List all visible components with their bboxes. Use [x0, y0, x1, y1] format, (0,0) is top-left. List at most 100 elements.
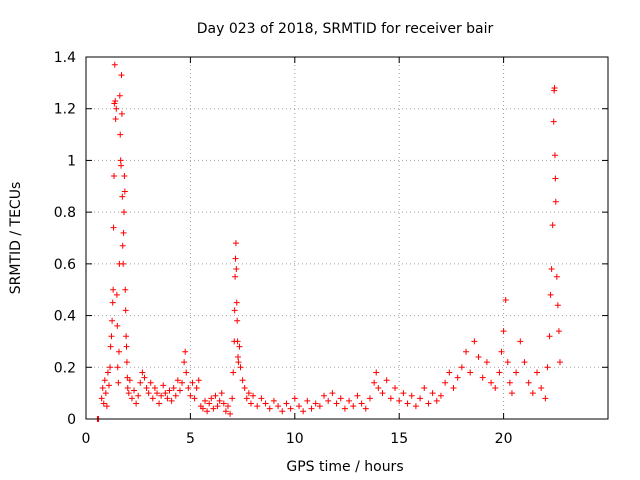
data-point	[279, 408, 286, 415]
data-point	[189, 379, 196, 386]
data-point	[229, 395, 236, 402]
x-axis-label: GPS time / hours	[286, 459, 403, 475]
data-point	[112, 97, 119, 104]
data-point	[222, 408, 229, 415]
data-point	[412, 403, 419, 410]
data-point	[235, 359, 242, 366]
data-point	[218, 390, 225, 397]
data-point	[500, 328, 507, 335]
data-point	[119, 242, 126, 249]
data-point	[216, 397, 223, 404]
data-point	[408, 392, 415, 399]
data-point	[227, 410, 234, 417]
data-point	[149, 395, 156, 402]
data-point	[498, 348, 505, 355]
x-tick-label: 15	[390, 431, 408, 447]
data-point	[471, 338, 478, 345]
data-point	[191, 395, 198, 402]
data-point	[243, 395, 250, 402]
data-point	[145, 390, 152, 397]
x-tick-label: 0	[82, 431, 91, 447]
data-point	[126, 377, 133, 384]
data-point	[102, 390, 109, 397]
data-point	[475, 353, 482, 360]
data-point	[400, 390, 407, 397]
data-point	[111, 100, 118, 107]
data-point	[371, 379, 378, 386]
data-point	[236, 343, 243, 350]
data-point	[124, 384, 131, 391]
data-point	[502, 297, 509, 304]
data-point	[139, 369, 146, 376]
data-point	[316, 403, 323, 410]
data-point	[333, 400, 340, 407]
data-point	[147, 379, 154, 386]
x-tick-label: 5	[186, 431, 195, 447]
data-point	[508, 390, 515, 397]
data-point	[120, 229, 127, 236]
data-point	[123, 333, 130, 340]
data-point	[143, 384, 150, 391]
data-point	[325, 397, 332, 404]
data-point	[552, 175, 559, 182]
data-point	[463, 348, 470, 355]
data-point	[125, 390, 132, 397]
data-point	[160, 382, 167, 389]
data-point	[300, 408, 307, 415]
chart-title: Day 023 of 2018, SRMTID for receiver bai…	[197, 21, 494, 37]
data-point	[341, 405, 348, 412]
data-point	[133, 400, 140, 407]
data-point	[234, 317, 241, 324]
data-point	[99, 384, 106, 391]
data-point	[123, 343, 130, 350]
data-point	[555, 328, 562, 335]
data-point	[164, 395, 171, 402]
data-point	[362, 405, 369, 412]
data-point	[554, 302, 561, 309]
data-point	[107, 364, 114, 371]
data-point	[442, 379, 449, 386]
data-point	[131, 387, 138, 394]
data-point	[308, 405, 315, 412]
data-point	[232, 255, 239, 262]
data-point	[199, 405, 206, 412]
data-point	[350, 403, 357, 410]
data-point	[202, 397, 209, 404]
data-point	[120, 260, 127, 267]
data-point	[114, 322, 121, 329]
data-point	[525, 379, 532, 386]
data-point	[417, 395, 424, 402]
data-point	[329, 390, 336, 397]
y-tick-label: 1	[67, 153, 76, 169]
data-point	[437, 392, 444, 399]
data-point	[206, 400, 213, 407]
data-point	[551, 85, 558, 92]
data-point	[235, 353, 242, 360]
data-point	[483, 359, 490, 366]
data-point	[233, 299, 240, 306]
data-point	[392, 384, 399, 391]
data-point	[375, 384, 382, 391]
data-point	[234, 338, 241, 345]
data-point	[547, 291, 554, 298]
data-point	[504, 359, 511, 366]
data-point	[123, 359, 130, 366]
y-tick-label: 0.2	[54, 360, 76, 376]
data-point	[247, 400, 254, 407]
data-point	[98, 395, 105, 402]
data-point	[115, 379, 122, 386]
data-point	[204, 408, 211, 415]
data-point	[118, 72, 125, 79]
data-point	[550, 118, 557, 125]
data-point	[109, 299, 116, 306]
data-point	[181, 359, 188, 366]
data-point	[488, 379, 495, 386]
data-point	[112, 116, 119, 123]
data-point	[135, 392, 142, 399]
data-point	[176, 387, 183, 394]
data-point	[122, 286, 129, 293]
data-point	[113, 105, 120, 112]
data-point	[185, 384, 192, 391]
data-point	[383, 377, 390, 384]
